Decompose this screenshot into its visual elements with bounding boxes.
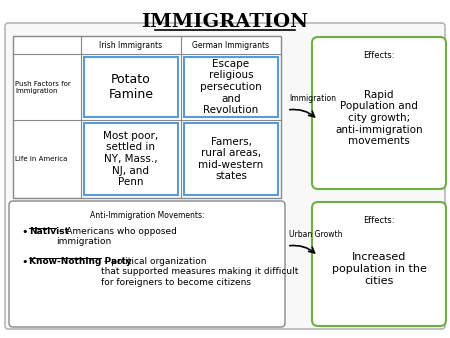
- Text: Famers,
rural areas,
mid-western
states: Famers, rural areas, mid-western states: [198, 137, 264, 182]
- Text: German Immigrants: German Immigrants: [193, 41, 270, 49]
- Text: Escape
religious
persecution
and
Revolution: Escape religious persecution and Revolut…: [200, 59, 262, 115]
- Text: – political organization
that supported measures making it difficult
for foreign: – political organization that supported …: [101, 257, 298, 287]
- Text: Anti-Immigration Movements:: Anti-Immigration Movements:: [90, 211, 204, 220]
- Text: Life in America: Life in America: [15, 156, 68, 162]
- FancyBboxPatch shape: [5, 23, 445, 329]
- Bar: [184, 123, 278, 195]
- Text: Irish Immigrants: Irish Immigrants: [99, 41, 162, 49]
- FancyBboxPatch shape: [312, 37, 446, 189]
- Bar: [84, 57, 178, 117]
- Text: Rapid
Population and
city growth;
anti-immigration
movements: Rapid Population and city growth; anti-i…: [335, 90, 423, 146]
- Text: Urban Growth: Urban Growth: [289, 230, 342, 239]
- Text: IMMIGRATION: IMMIGRATION: [141, 13, 309, 31]
- FancyBboxPatch shape: [9, 201, 285, 327]
- Text: Nativist: Nativist: [29, 227, 69, 236]
- Text: Immigration: Immigration: [289, 94, 336, 103]
- Bar: [184, 57, 278, 117]
- Text: Potato
Famine: Potato Famine: [108, 73, 153, 101]
- Bar: [84, 123, 178, 195]
- Text: – Americans who opposed
immigration: – Americans who opposed immigration: [56, 227, 177, 246]
- Text: •: •: [21, 257, 27, 267]
- Bar: [13, 36, 281, 198]
- Text: Most poor,
settled in
NY, Mass.,
NJ, and
Penn: Most poor, settled in NY, Mass., NJ, and…: [104, 131, 158, 187]
- FancyBboxPatch shape: [312, 202, 446, 326]
- Text: Increased
population in the
cities: Increased population in the cities: [332, 252, 427, 286]
- Text: •: •: [21, 227, 27, 237]
- Text: Effects:: Effects:: [363, 51, 395, 60]
- Text: Know-Nothing Party: Know-Nothing Party: [29, 257, 132, 266]
- Text: Effects:: Effects:: [363, 216, 395, 225]
- Text: Push Factors for
Immigration: Push Factors for Immigration: [15, 80, 71, 94]
